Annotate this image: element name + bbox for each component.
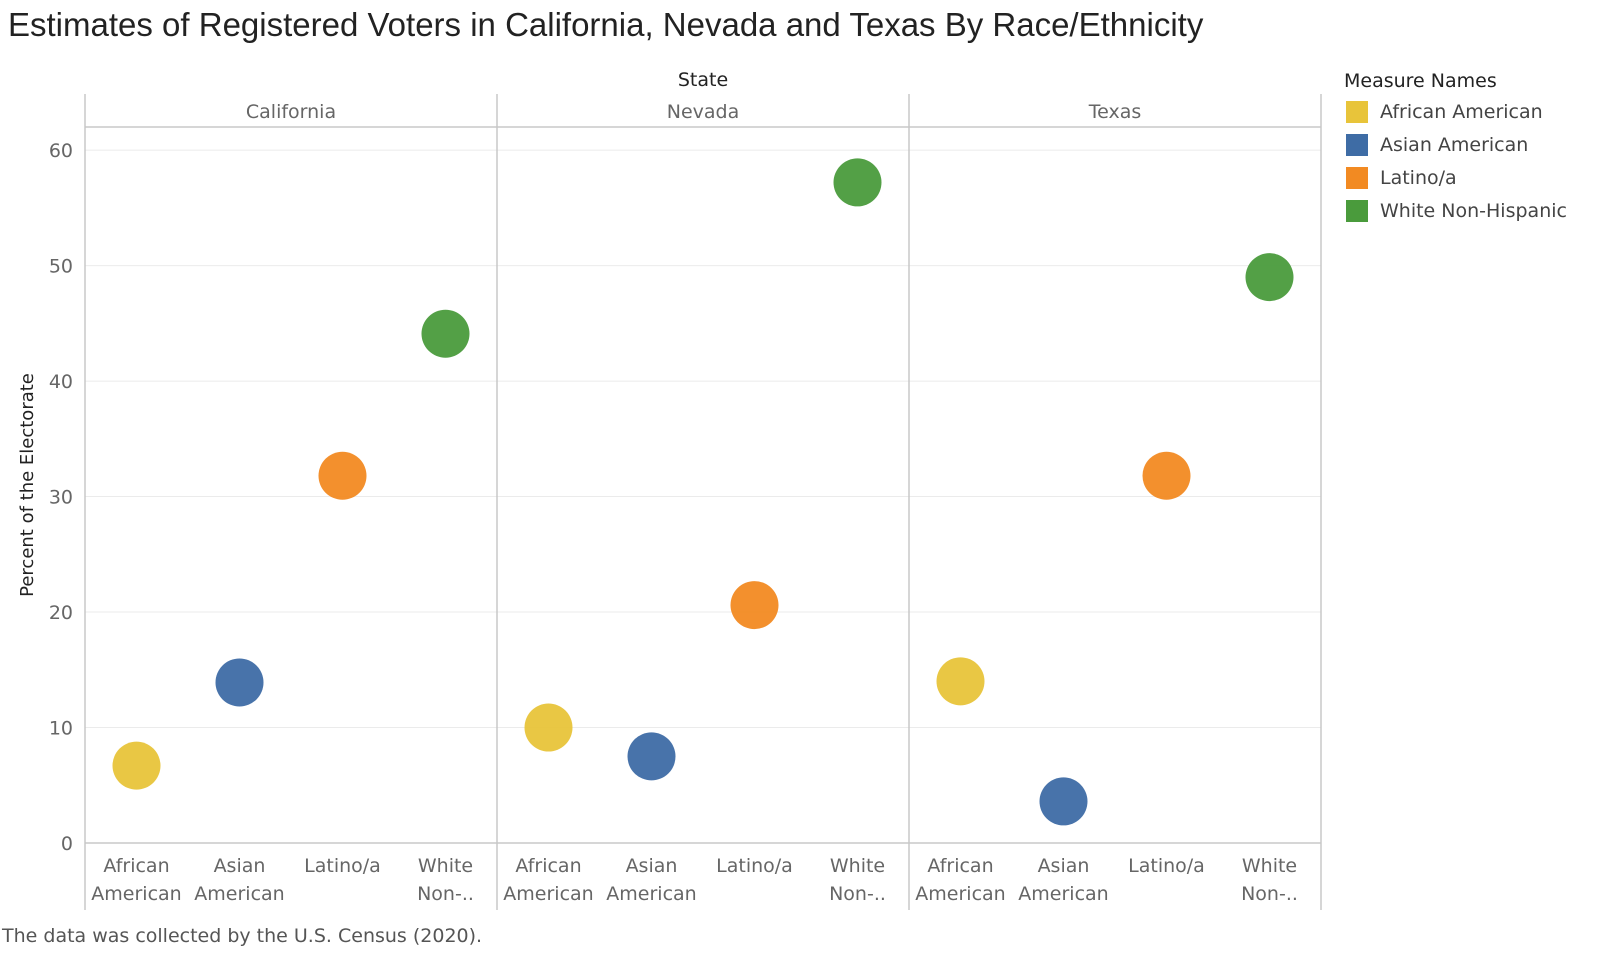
x-tick-label: Latino/a <box>304 855 381 877</box>
legend-label: Asian American <box>1380 133 1529 156</box>
x-tick-label: White <box>830 855 885 877</box>
legend-swatch <box>1346 199 1368 222</box>
legend-swatch <box>1346 166 1368 189</box>
y-tick-label: 0 <box>61 833 73 855</box>
data-point-nevada-0 <box>524 703 573 752</box>
panel-header-california: California <box>246 101 336 123</box>
data-point-california-2 <box>318 451 367 500</box>
y-axis-label: Percent of the Electorate <box>17 373 38 597</box>
data-point-nevada-2 <box>730 581 779 630</box>
panel-header-texas: Texas <box>1088 101 1142 123</box>
y-tick-label: 10 <box>49 718 73 740</box>
data-point-texas-2 <box>1142 451 1191 500</box>
data-point-texas-0 <box>936 657 985 706</box>
legend-item-african-american[interactable]: African American <box>1344 95 1567 128</box>
x-tick-label: White <box>1242 855 1297 877</box>
x-tick-label: Non-.. <box>1241 883 1298 905</box>
x-tick-label: American <box>91 883 181 905</box>
chart: State 0 10 20 30 40 50 60 Percent of the Elector… <box>17 69 1322 910</box>
legend-item-latino[interactable]: Latino/a <box>1344 161 1567 194</box>
y-tick-label: 60 <box>49 140 73 162</box>
legend-item-asian-american[interactable]: Asian American <box>1344 128 1567 161</box>
x-tick-label: Asian <box>214 855 266 877</box>
legend-label: African American <box>1380 100 1543 123</box>
legend-swatch <box>1346 133 1368 156</box>
y-tick-label: 50 <box>49 256 73 278</box>
x-tick-label: American <box>915 883 1005 905</box>
x-tick-label: Non-.. <box>417 883 474 905</box>
legend-label: White Non-Hispanic <box>1380 199 1567 222</box>
panel-header-nevada: Nevada <box>667 101 740 123</box>
x-tick-label: American <box>1018 883 1108 905</box>
y-tick-label: 30 <box>49 487 73 509</box>
data-point-texas-1 <box>1039 777 1088 826</box>
footnote: The data was collected by the U.S. Censu… <box>2 925 483 947</box>
legend-item-white-non-hispanic[interactable]: White Non-Hispanic <box>1344 194 1567 227</box>
legend-swatch <box>1346 100 1368 123</box>
data-point-nevada-3 <box>833 158 882 207</box>
column-header: State <box>678 69 728 91</box>
data-point-california-1 <box>215 658 264 707</box>
x-tick-label: American <box>503 883 593 905</box>
x-tick-label: African <box>103 855 169 877</box>
data-point-california-3 <box>421 309 470 358</box>
x-tick-label: Non-.. <box>829 883 886 905</box>
y-tick-label: 40 <box>49 371 73 393</box>
x-tick-label: African <box>927 855 993 877</box>
x-tick-label: Latino/a <box>1128 855 1205 877</box>
data-point-nevada-1 <box>627 732 676 781</box>
legend: Measure Names African American Asian Ame… <box>1344 67 1567 227</box>
data-point-california-0 <box>112 741 161 790</box>
y-tick-label: 20 <box>49 602 73 624</box>
x-tick-label: American <box>194 883 284 905</box>
x-tick-label: Asian <box>626 855 678 877</box>
x-tick-label: White <box>418 855 473 877</box>
x-tick-label: American <box>606 883 696 905</box>
page-title: Estimates of Registered Voters in Califo… <box>8 6 1204 43</box>
x-tick-label: African <box>515 855 581 877</box>
x-tick-label: Latino/a <box>716 855 793 877</box>
x-tick-label: Asian <box>1038 855 1090 877</box>
legend-title: Measure Names <box>1344 70 1497 92</box>
legend-label: Latino/a <box>1380 166 1457 189</box>
data-point-texas-3 <box>1245 253 1294 302</box>
